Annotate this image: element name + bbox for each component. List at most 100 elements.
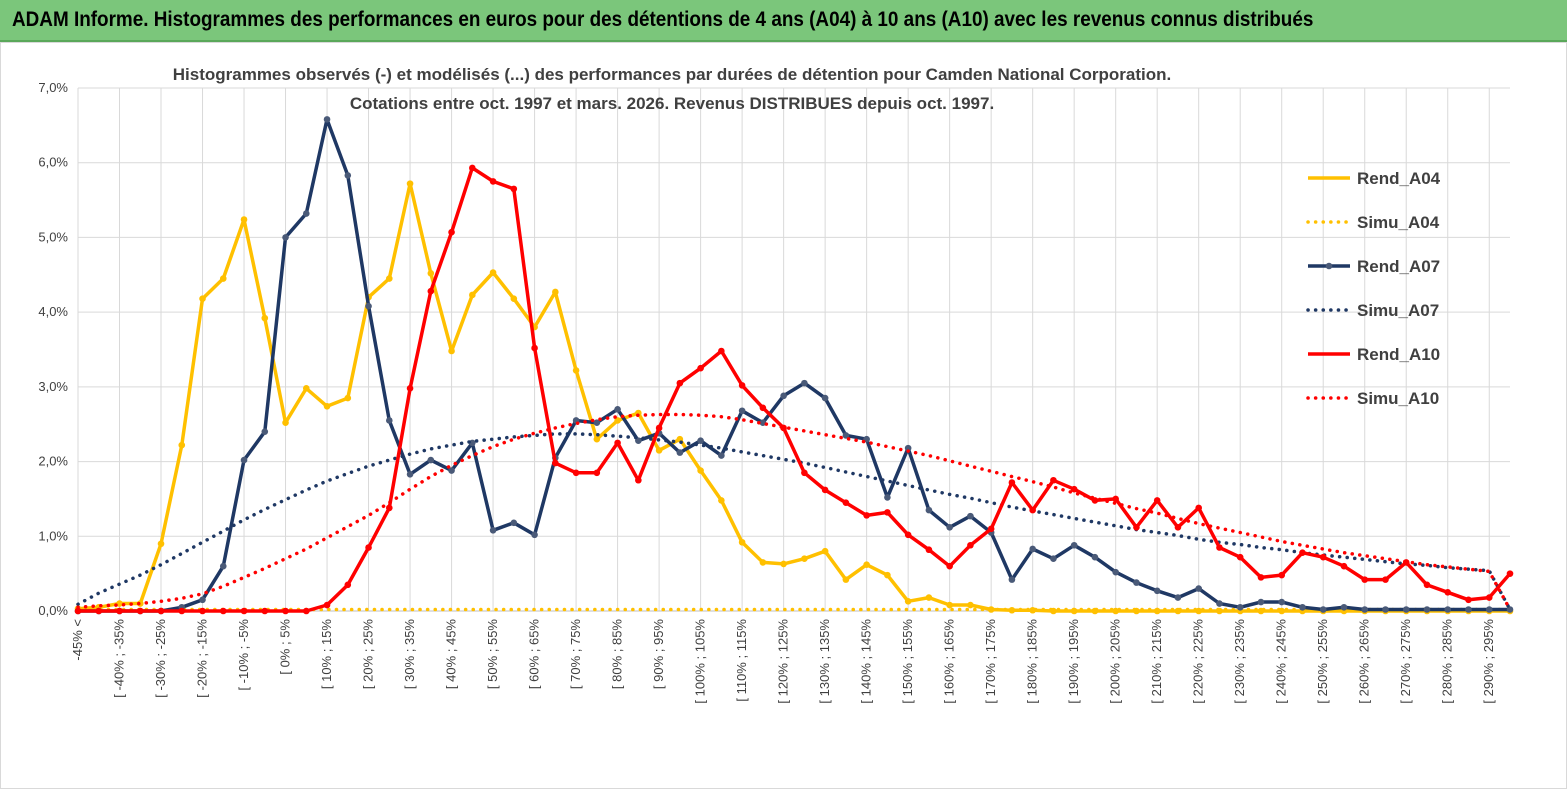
rend-a04-point xyxy=(863,561,870,568)
rend-a10-point xyxy=(946,562,953,570)
rend-a10-point xyxy=(1465,596,1472,604)
rend-a04-line xyxy=(77,181,1510,613)
rend-a10-point xyxy=(1174,524,1182,531)
x-tick-label: [ 180% ; 185% xyxy=(1025,619,1040,704)
rend-a07-point xyxy=(801,379,808,387)
rend-a07-point xyxy=(261,428,269,435)
rend-a07-point xyxy=(386,417,393,424)
y-tick-label: 4,0% xyxy=(38,304,68,319)
x-tick-label: [ 140% ; 145% xyxy=(859,619,874,704)
rend-a07-point xyxy=(1506,606,1514,613)
rend-a07-point xyxy=(904,444,912,452)
x-tick-label: [ 60% ; 65% xyxy=(527,619,542,690)
legend-marker-rend-a07 xyxy=(1325,262,1333,270)
rend-a07-point xyxy=(1153,587,1161,595)
rend-a10-point xyxy=(884,509,891,516)
rend-a07-point xyxy=(967,512,974,520)
rend-a07-point xyxy=(489,527,497,534)
y-tick-label: 5,0% xyxy=(38,229,68,244)
rend-a10-point xyxy=(157,607,165,615)
rend-a10-point xyxy=(1153,497,1161,504)
rend-a10-point xyxy=(1506,570,1514,577)
rend-a04-point xyxy=(157,540,165,548)
rend-a04-point xyxy=(323,402,331,410)
x-tick-label: [ 280% ; 285% xyxy=(1440,619,1455,704)
rend-a10-point xyxy=(572,469,580,477)
x-tick-label: [ 120% ; 125% xyxy=(776,619,791,704)
rend-a07-point xyxy=(344,172,352,179)
simu-a10-line xyxy=(76,412,1512,612)
rend-a10-point xyxy=(74,607,82,615)
rend-a10-point xyxy=(1216,544,1223,551)
rend-a04-point xyxy=(1195,607,1202,615)
rend-a10-point xyxy=(427,287,435,295)
chart-title-line2: Cotations entre oct. 1997 et mars. 2026.… xyxy=(350,94,994,113)
x-tick-label: [ 260% ; 265% xyxy=(1357,619,1372,704)
rend-a04-point xyxy=(448,347,455,355)
rend-a07-point xyxy=(1112,568,1119,576)
legend-label-simu-a10: Simu_A10 xyxy=(1357,389,1439,408)
rend-a10-point xyxy=(1112,495,1119,503)
y-tick-label: 1,0% xyxy=(38,528,68,543)
rend-a10-point xyxy=(344,581,352,589)
rend-a07-point xyxy=(946,524,953,531)
x-tick-label: [ -30% ; -25% xyxy=(153,619,168,698)
rend-a04-point xyxy=(884,571,891,579)
rend-a07-line xyxy=(78,117,1510,613)
rend-a10-point xyxy=(282,607,289,615)
banner-title: ADAM Informe. Histogrammes des performan… xyxy=(12,8,1314,31)
rend-a07-point xyxy=(406,470,414,478)
rend-a07-point xyxy=(1133,579,1140,586)
rend-a07-point xyxy=(1008,576,1016,583)
rend-a10-point xyxy=(614,439,621,447)
rend-a10-point xyxy=(1423,581,1431,589)
rend-a10-point xyxy=(240,607,248,615)
rend-a04-point xyxy=(178,441,186,449)
rend-a07-point xyxy=(1236,603,1244,611)
rend-a10-point xyxy=(1444,589,1452,596)
x-tick-label: [ 100% ; 105% xyxy=(693,619,708,704)
rend-a10-point xyxy=(904,531,912,539)
x-tick-label: [ 150% ; 155% xyxy=(900,619,915,704)
rend-a10-point xyxy=(676,379,684,387)
rend-a10-point xyxy=(593,469,601,477)
rend-a10-point xyxy=(1485,594,1493,601)
x-tick-label: [ 10% ; 15% xyxy=(319,619,334,690)
rend-a10-point xyxy=(406,385,414,392)
rend-a07-point xyxy=(1029,545,1036,553)
rend-a10-point xyxy=(365,544,372,551)
rend-a10-point xyxy=(136,607,144,615)
axis-layer: 0,0% 1,0% 2,0% 3,0% 4,0% 5,0% 6,0% 7,0% -45% < [ … xyxy=(38,80,1510,704)
rend-a07-point xyxy=(1091,553,1099,561)
rend-a10-point xyxy=(510,185,518,193)
rend-a04-point xyxy=(219,275,227,282)
rend-a10-point xyxy=(261,607,269,615)
rend-a10-point xyxy=(1361,576,1369,583)
rend-a10-point xyxy=(821,486,829,494)
legend-label-simu-a07: Simu_A07 xyxy=(1357,301,1439,320)
rend-a10-point xyxy=(842,499,850,506)
rend-a10-point xyxy=(925,546,933,554)
rend-a07-point xyxy=(282,234,289,241)
rend-a07-point xyxy=(925,506,933,514)
x-tick-label: [ 170% ; 175% xyxy=(983,619,998,704)
rend-a10-point xyxy=(95,607,103,615)
rend-a07-point xyxy=(1299,603,1306,611)
x-tick-label: [ 40% ; 45% xyxy=(444,619,459,690)
rend-a10-point xyxy=(718,347,725,355)
rend-a04-point xyxy=(469,291,476,299)
rend-a04-point xyxy=(489,269,497,276)
series-layer xyxy=(74,116,1514,615)
rend-a10-point xyxy=(531,344,538,352)
rend-a10-point xyxy=(1319,553,1327,561)
rend-a10-point xyxy=(199,607,206,615)
rend-a10-line xyxy=(78,166,1512,613)
x-tick-label: -45% < xyxy=(70,619,85,661)
rend-a07-point xyxy=(1257,598,1265,606)
y-tick-label: 3,0% xyxy=(38,379,68,394)
rend-a10-point xyxy=(178,607,186,615)
rend-a10-point xyxy=(738,382,746,389)
rend-a04-point xyxy=(842,576,850,583)
x-tick-label: [ 200% ; 205% xyxy=(1108,619,1123,704)
x-tick-label: [ 290% ; 295% xyxy=(1481,619,1496,704)
